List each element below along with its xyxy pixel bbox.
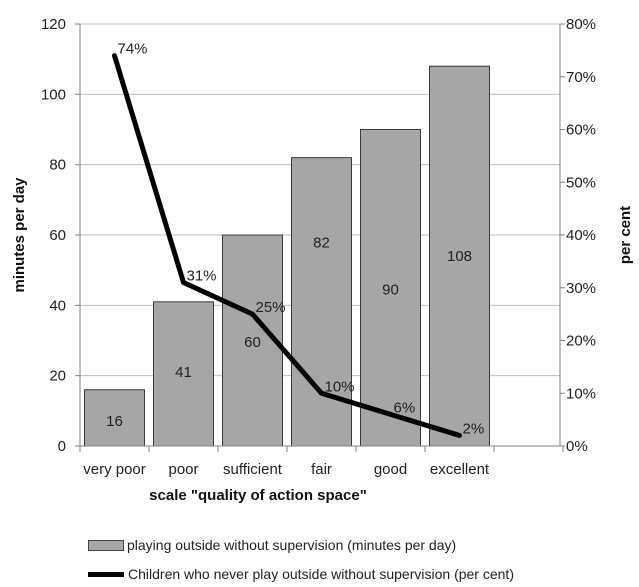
legend-bar-swatch <box>88 539 124 551</box>
line-value-label: 25% <box>256 299 286 316</box>
right-axis-ticks: 0% 10% 20% 30% 40% 50% 60% 70% 80% <box>560 16 596 455</box>
bar-value-label: 90 <box>382 282 399 299</box>
y-right-tick-label: 20% <box>566 333 596 350</box>
legend-item-bars: playing outside without supervision (min… <box>88 537 456 553</box>
x-axis-title: scale "quality of action space" <box>149 487 367 504</box>
bar <box>429 65 490 447</box>
y-right-tick-label: 50% <box>566 174 596 191</box>
bar-value-label: 108 <box>447 248 472 265</box>
left-axis-ticks: 0 20 40 60 80 100 120 <box>41 16 80 455</box>
y-axis-left-title: minutes per day <box>11 177 28 293</box>
bar-value-label: 82 <box>313 235 330 252</box>
bar-value-label: 41 <box>175 364 192 381</box>
x-category-label: poor <box>168 461 198 478</box>
line-value-label: 10% <box>325 378 355 395</box>
y-right-tick-label: 60% <box>566 122 596 139</box>
line-value-label: 2% <box>463 420 485 437</box>
line-value-label: 74% <box>118 41 148 58</box>
bar-value-label: 16 <box>106 413 123 430</box>
legend-item-line: Children who never play outside without … <box>88 566 514 582</box>
y-right-tick-label: 70% <box>566 69 596 86</box>
y-left-tick-label: 20 <box>49 368 66 385</box>
y-left-tick-label: 40 <box>49 297 66 314</box>
y-left-tick-label: 0 <box>58 438 66 455</box>
line-value-label: 6% <box>394 399 416 416</box>
line-series <box>112 53 462 438</box>
category-labels: very poor poor sufficient fair good excellent <box>83 461 490 478</box>
line-value-label: 31% <box>187 267 217 284</box>
legend-line-swatch <box>88 571 124 577</box>
y-axis-right-title: per cent <box>617 206 634 264</box>
legend-line-label: Children who never play outside without … <box>128 566 514 582</box>
line-value-labels: 74% 31% 25% 10% 6% 2% <box>118 41 485 438</box>
bar <box>360 129 421 447</box>
x-category-label: excellent <box>430 461 490 478</box>
y-right-tick-label: 10% <box>566 385 596 402</box>
bar-value-label: 60 <box>244 334 261 351</box>
line-series-path <box>112 53 462 438</box>
bar-value-labels: 16 41 60 82 90 108 <box>106 235 472 430</box>
legend-bar-label: playing outside without supervision (min… <box>127 537 457 553</box>
x-category-label: very poor <box>83 461 146 478</box>
y-left-tick-label: 100 <box>41 86 66 103</box>
x-category-label: sufficient <box>223 461 283 478</box>
bar <box>153 301 214 447</box>
y-right-tick-label: 0% <box>566 438 588 455</box>
y-right-tick-label: 40% <box>566 227 596 244</box>
y-right-tick-label: 80% <box>566 16 596 33</box>
y-left-tick-label: 120 <box>41 16 66 33</box>
y-right-tick-label: 30% <box>566 280 596 297</box>
bar <box>291 157 352 447</box>
y-left-tick-label: 80 <box>49 157 66 174</box>
x-category-label: good <box>374 461 407 478</box>
bars <box>84 65 490 447</box>
y-left-tick-label: 60 <box>49 227 66 244</box>
x-category-label: fair <box>311 461 332 478</box>
